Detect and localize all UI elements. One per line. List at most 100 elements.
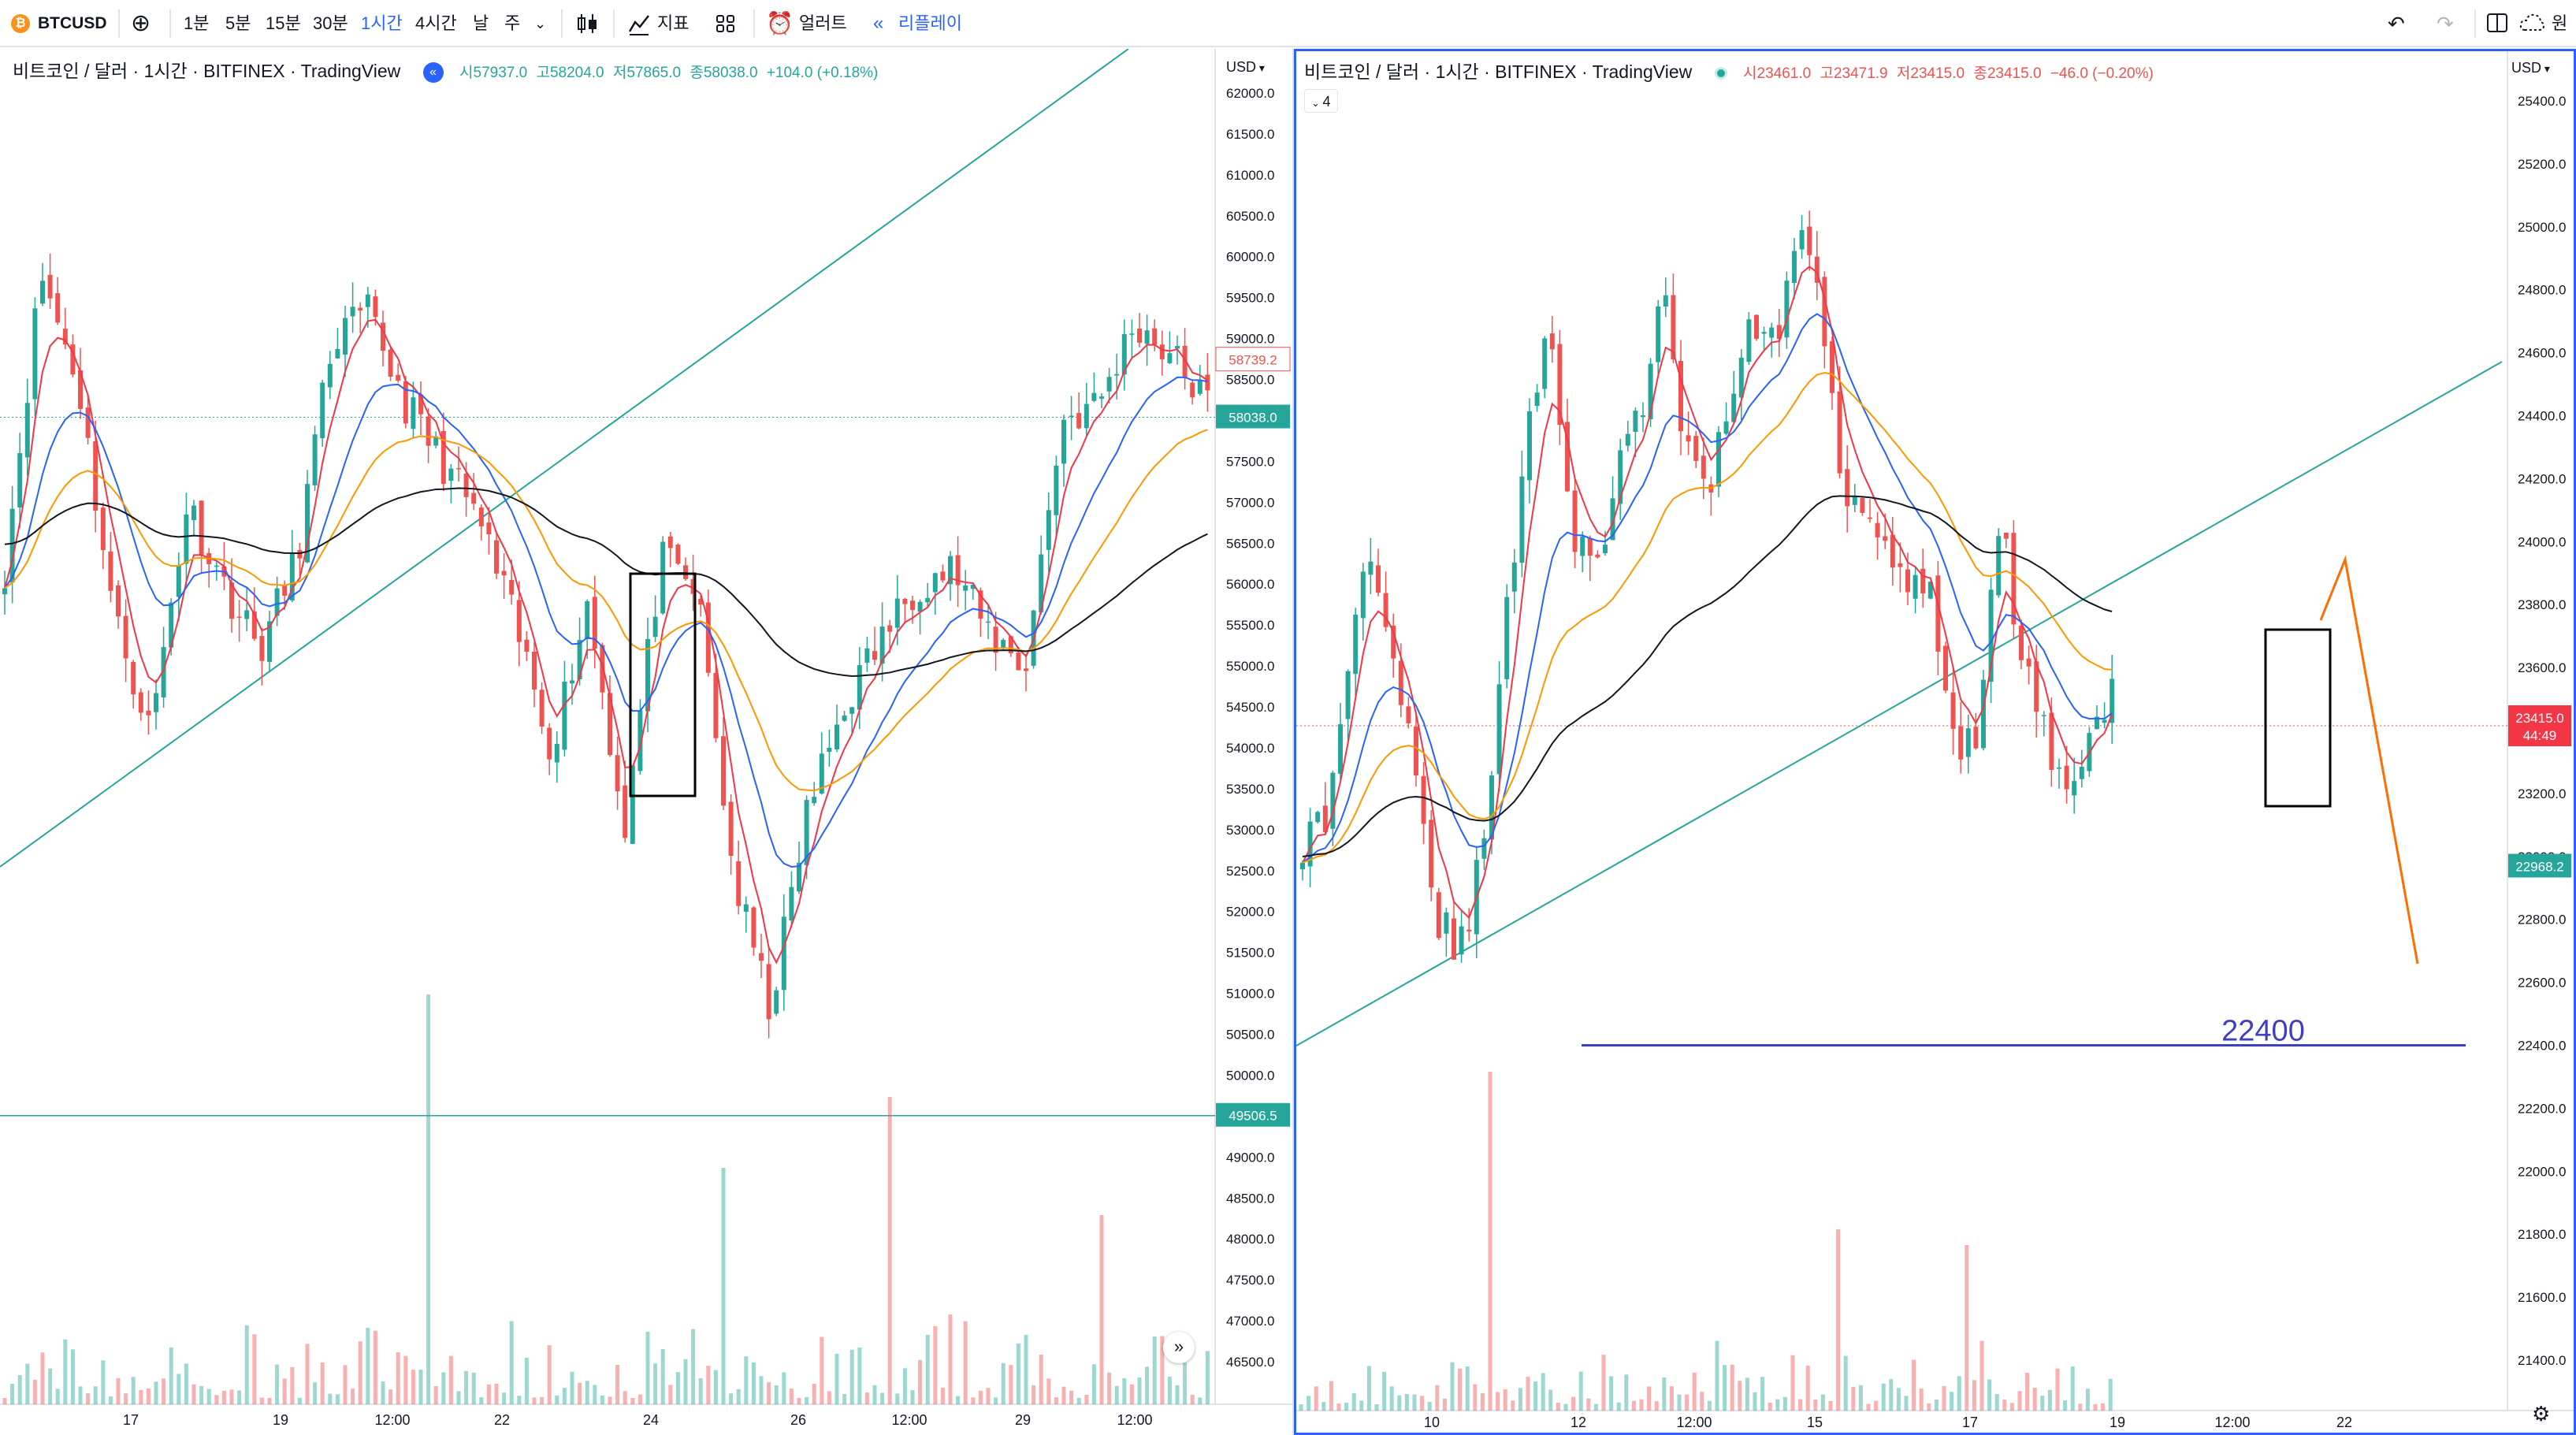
replay-icon[interactable]: « (873, 13, 884, 34)
trendline[interactable] (1296, 361, 2503, 1047)
redo-icon[interactable]: ↷ (2437, 12, 2454, 35)
trendline[interactable] (0, 49, 1129, 868)
replay-rewind-icon[interactable]: « (422, 61, 444, 83)
candle-body (509, 579, 515, 595)
volume-bar (623, 1391, 627, 1404)
candle-body (1024, 668, 1028, 671)
candle-body (1799, 230, 1805, 250)
candle-body (123, 615, 128, 659)
candle-body (236, 616, 242, 619)
interval-week-button[interactable]: 주 (504, 13, 521, 33)
volume-bar (1760, 1377, 1765, 1411)
right-currency-label[interactable]: USD ▾ (2511, 58, 2550, 79)
left-chart-pane[interactable]: 62000.0 61500.0 61000.0 60500.0 60000.0 59500… (0, 49, 1292, 1435)
candle-body (827, 747, 832, 753)
volume-bar (872, 1385, 877, 1404)
indicators-collapse-button[interactable]: ⌄ 4 (1304, 89, 1338, 113)
volume-bar (1321, 1401, 1326, 1411)
candle-body (532, 652, 537, 690)
pane-divider[interactable] (1292, 49, 1294, 1435)
volume-bar (660, 1348, 665, 1404)
candle-body (138, 692, 143, 713)
alert-clock-icon[interactable]: ⏰ (766, 11, 794, 35)
volume-bar (1167, 1376, 1172, 1404)
volume-bar (956, 1396, 961, 1404)
scroll-to-realtime-button[interactable]: » (1163, 1332, 1195, 1363)
candle-body (289, 553, 295, 600)
interval-5m-button[interactable]: 5분 (225, 13, 251, 33)
volume-bar (343, 1365, 348, 1404)
interval-15m-button[interactable]: 15분 (266, 13, 301, 33)
candle-body (1436, 892, 1441, 939)
candle-body (32, 308, 38, 400)
volume-bar (2009, 1403, 2014, 1411)
volume-bar (2093, 1403, 2098, 1411)
projection-path[interactable] (2319, 555, 2419, 965)
left-symbol-title[interactable]: 비트코인 / 달러 · 1시간 · BITFINEX · TradingView (13, 61, 401, 81)
candle-body (698, 598, 704, 605)
candle-body (1091, 392, 1097, 401)
templates-icon[interactable] (714, 0, 738, 47)
compare-add-icon[interactable]: ⊕ (131, 10, 151, 36)
candle-body (1746, 319, 1752, 362)
candle-body (161, 647, 166, 697)
volume-bar (93, 1386, 98, 1404)
volume-bar (259, 1397, 264, 1404)
undo-icon[interactable]: ↶ (2388, 12, 2405, 35)
candle-body (1421, 775, 1426, 824)
right-symbol-title[interactable]: 비트코인 / 달러 · 1시간 · BITFINEX · TradingView (1304, 61, 1693, 82)
price-axis-tick: 60500.0 (1226, 209, 1274, 224)
volume-bar (1427, 1402, 1432, 1411)
candle-body (40, 281, 45, 304)
candle-body (184, 514, 189, 564)
volume-bar (1404, 1394, 1409, 1411)
candle-body (251, 611, 257, 639)
candle-body (1099, 396, 1104, 400)
volume-bar (887, 1097, 892, 1404)
volume-bar (1836, 1229, 1841, 1411)
indicators-icon[interactable] (627, 0, 651, 47)
left-currency-label[interactable]: USD ▾ (1226, 57, 1265, 78)
chevron-down-icon[interactable]: ⌄ (534, 16, 547, 32)
interval-1h-button[interactable]: 1시간 (361, 13, 403, 33)
volume-bar (381, 1381, 385, 1404)
layout-icon[interactable] (2485, 0, 2509, 47)
indicators-button[interactable]: 지표 (657, 13, 690, 33)
right-chart-canvas[interactable]: 25400.0 25200.0 25000.0 24800.0 24600.0 24400… (1296, 51, 2574, 1433)
time-axis-tick: 22 (494, 1412, 510, 1428)
volume-bar (986, 1388, 991, 1404)
volume-bar (1061, 1386, 1066, 1404)
interval-4h-button[interactable]: 4시간 (415, 13, 457, 33)
interval-1m-button[interactable]: 1분 (184, 13, 210, 33)
candle-body (1084, 403, 1089, 429)
interval-day-button[interactable]: 날 (473, 13, 489, 33)
alerts-button[interactable]: 얼러트 (799, 13, 847, 33)
interval-30m-button[interactable]: 30분 (313, 13, 348, 33)
volume-bar (555, 1395, 559, 1404)
volume-bar (1927, 1403, 1931, 1411)
volume-bar (1307, 1396, 1311, 1411)
price-axis-tick: 24000.0 (2518, 534, 2566, 549)
volume-bar (1351, 1392, 1356, 1411)
replay-button[interactable]: 리플레이 (898, 13, 962, 33)
volume-bar (1919, 1389, 1924, 1411)
left-chart-canvas[interactable]: 62000.0 61500.0 61000.0 60500.0 60000.0 59500… (0, 49, 1292, 1435)
highlight-rectangle[interactable] (2264, 628, 2332, 808)
symbol-search-button[interactable]: BTCUSD (38, 14, 107, 32)
highlight-rectangle[interactable] (629, 572, 697, 797)
save-partial-label[interactable]: 원 (2552, 13, 2568, 33)
cloud-save-icon[interactable] (2518, 0, 2545, 47)
candle-body (1353, 614, 1359, 675)
right-chart-pane[interactable]: 25400.0 25200.0 25000.0 24800.0 24600.0 24400… (1294, 49, 2576, 1435)
volume-bar (637, 1394, 642, 1404)
candle-body (1754, 314, 1759, 339)
volume-bar (675, 1372, 680, 1404)
candle-body (1565, 422, 1570, 492)
settings-gear-icon[interactable]: ⚙ (2532, 1402, 2551, 1426)
volume-bar (1329, 1381, 1333, 1411)
volume-bar (267, 1397, 272, 1404)
candles-icon[interactable] (575, 0, 599, 47)
candle-body (1496, 684, 1502, 775)
price-axis-tick: 57500.0 (1226, 454, 1274, 469)
last-price-badge-bg (1216, 404, 1290, 429)
